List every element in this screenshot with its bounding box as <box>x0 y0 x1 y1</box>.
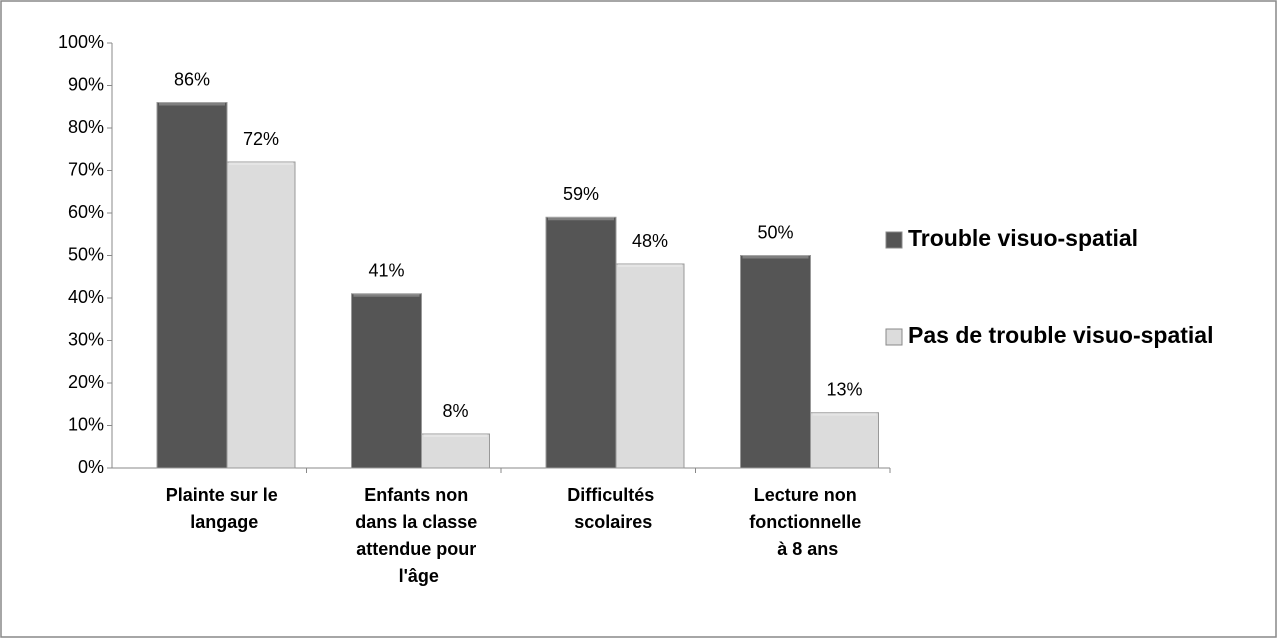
bar-bevel <box>618 264 682 267</box>
x-tick-label: Enfants non dans la classe attendue pour… <box>355 485 482 586</box>
data-label: 59% <box>563 184 599 204</box>
bar-bevel <box>353 293 420 297</box>
x-tick-label: Difficultés scolaires <box>567 485 659 532</box>
y-tick-label: 100% <box>58 32 104 52</box>
data-label: 8% <box>442 401 468 421</box>
y-tick-label: 40% <box>68 287 104 307</box>
y-tick-label: 0% <box>78 457 104 477</box>
bar <box>156 102 228 469</box>
y-tick-label: 90% <box>68 74 104 94</box>
legend-swatch <box>885 231 903 249</box>
data-label: 13% <box>826 380 862 400</box>
y-tick-label: 50% <box>68 244 104 264</box>
bar <box>740 255 811 469</box>
bar <box>421 433 490 469</box>
legend-label: Pas de trouble visuo-spatial <box>908 322 1213 348</box>
y-tick-label: 60% <box>68 202 104 222</box>
bar <box>810 412 879 469</box>
bar <box>351 293 422 469</box>
data-label: 41% <box>368 261 404 281</box>
bar-bevel <box>548 217 614 221</box>
bar-bevel <box>812 412 877 416</box>
y-tick-label: 30% <box>68 329 104 349</box>
bar-bevel <box>229 162 293 165</box>
y-tick-label: 20% <box>68 372 104 392</box>
y-tick-label: 70% <box>68 159 104 179</box>
bar <box>226 161 296 469</box>
y-tick-label: 10% <box>68 414 104 434</box>
x-tick-label: Plainte sur le langage <box>166 485 283 532</box>
bar <box>545 216 617 469</box>
legend-swatch <box>885 328 903 346</box>
legend-label: Trouble visuo-spatial <box>908 225 1138 251</box>
x-tick-label: Lecture non fonctionnelle à 8 ans <box>749 485 866 559</box>
bar-bevel <box>423 434 488 437</box>
data-label: 86% <box>174 69 210 89</box>
data-label: 50% <box>757 222 793 242</box>
bar <box>615 263 685 469</box>
data-label: 48% <box>632 231 668 251</box>
data-label: 72% <box>243 129 279 149</box>
bar-bevel <box>159 102 225 106</box>
bar-bevel <box>742 255 809 259</box>
y-tick-label: 80% <box>68 117 104 137</box>
